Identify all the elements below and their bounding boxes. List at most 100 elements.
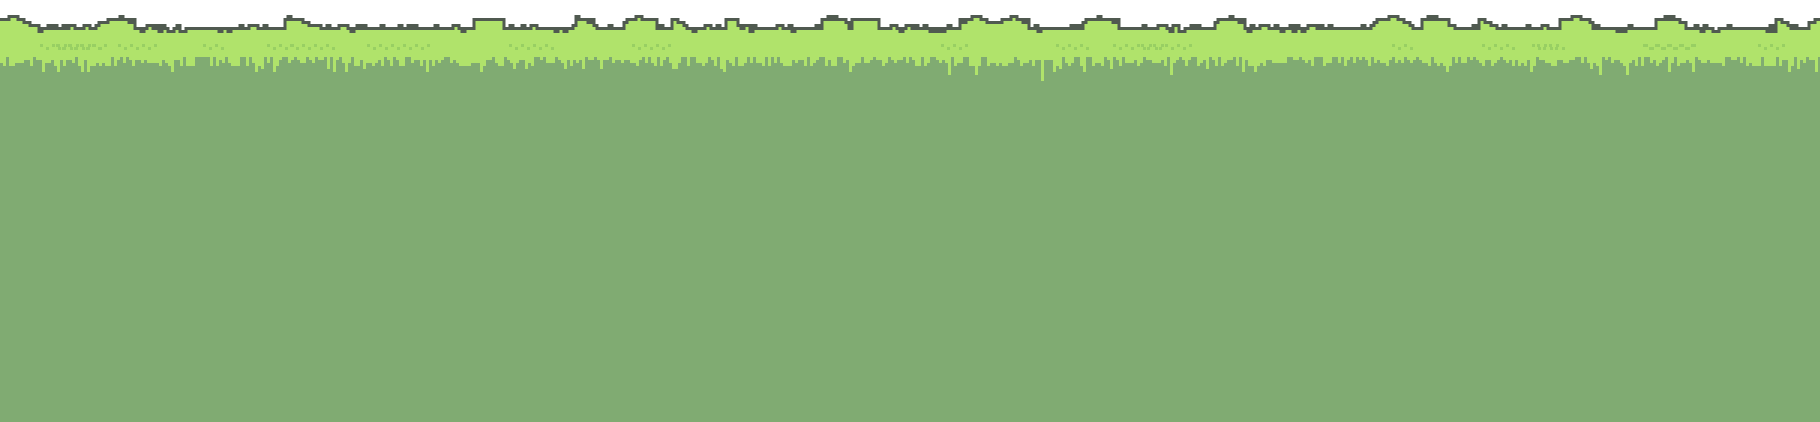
grass-speckle — [367, 44, 370, 47]
grass-speckle — [1776, 47, 1779, 50]
grass-speckle — [273, 47, 276, 50]
grass-speckle — [551, 47, 554, 50]
grass-speckle — [1693, 44, 1696, 47]
grass-speckle — [92, 44, 95, 47]
grass-speckle — [403, 44, 406, 47]
grass-speckle — [1651, 47, 1654, 50]
grass-speckle — [1675, 47, 1678, 50]
grass-speckle — [279, 44, 282, 47]
grass-speckle — [527, 47, 530, 50]
grass-speckle — [632, 44, 635, 47]
grass-speckle — [1392, 44, 1395, 47]
grass-speckle — [1125, 44, 1128, 47]
grass-speckle — [1657, 44, 1660, 47]
grass-speckle — [656, 44, 659, 47]
grass-speckle — [959, 47, 962, 50]
grass-speckle — [290, 44, 293, 47]
grass-speckle — [1119, 47, 1122, 50]
grass-speckle — [1758, 44, 1761, 47]
grass-speckle — [1165, 44, 1168, 47]
grass-speckle — [1189, 44, 1192, 47]
grass-speckle — [296, 47, 299, 50]
grass-speckle — [644, 44, 647, 47]
grass-speckle — [1669, 44, 1672, 47]
grass-speckle — [154, 44, 157, 47]
grass-speckle — [46, 47, 49, 50]
grass-speckle — [1679, 44, 1682, 47]
grass-speckle — [1537, 44, 1540, 47]
grass-speckle — [1131, 47, 1134, 50]
grass-speckle — [1410, 47, 1413, 50]
grass-speckle — [80, 44, 83, 47]
grass-speckle — [1068, 44, 1071, 47]
grass-speckle — [1643, 44, 1646, 47]
grass-speckle — [1398, 47, 1401, 50]
grass-speckle — [509, 44, 512, 47]
grass-speckle — [539, 47, 542, 50]
grass-speckle — [373, 47, 376, 50]
grass-speckle — [1532, 44, 1535, 47]
grass-speckle — [1143, 47, 1146, 50]
grass-speckle — [203, 44, 206, 47]
grass-speckle — [415, 44, 418, 47]
grass-speckle — [56, 44, 59, 47]
grass-speckle — [1691, 44, 1694, 47]
grass-speckle — [1556, 44, 1559, 47]
grass-speckle — [1062, 47, 1065, 50]
grass-outline — [0, 15, 1820, 33]
grass-speckle — [76, 44, 79, 47]
grass-speckle — [142, 44, 145, 47]
grass-speckle — [308, 47, 311, 50]
grass-speckle — [1555, 47, 1558, 50]
grass-speckle — [314, 44, 317, 47]
grass-speckle — [68, 44, 71, 47]
grass-speckle — [427, 44, 430, 47]
grass-speckle — [1645, 44, 1648, 47]
grass-speckle — [1155, 47, 1158, 50]
grass-speckle — [86, 47, 89, 50]
grass-speckle — [650, 47, 653, 50]
grass-speckle — [1667, 44, 1670, 47]
grass-speckle — [409, 47, 412, 50]
grass-speckle — [1663, 47, 1666, 50]
grass-speckle — [515, 47, 518, 50]
grass-speckle — [267, 44, 270, 47]
grass-speckle — [215, 44, 218, 47]
grass-speckle — [397, 47, 400, 50]
grass-speckle — [533, 44, 536, 47]
grass-speckle — [1681, 44, 1684, 47]
grass-speckle — [638, 47, 641, 50]
grass-speckle — [1770, 44, 1773, 47]
grass-speckle — [1685, 47, 1688, 50]
grass-speckle — [1137, 44, 1140, 47]
grass-speckle — [662, 47, 665, 50]
grass-speckle — [326, 44, 329, 47]
grass-speckle — [130, 44, 133, 47]
grass-speckle — [941, 44, 944, 47]
grass-speckle — [98, 47, 101, 50]
grass-speckle — [1764, 47, 1767, 50]
grass-speckle — [332, 47, 335, 50]
grass-speckle — [1512, 47, 1515, 50]
grass-speckle — [1549, 44, 1552, 47]
grass-speckle — [148, 47, 151, 50]
grass-speckle — [1113, 44, 1116, 47]
grass-speckle — [221, 47, 224, 50]
grass-speckle — [320, 47, 323, 50]
grass-speckle — [70, 47, 73, 50]
grass-speckle — [104, 44, 107, 47]
grass-speckle — [379, 44, 382, 47]
grass-speckle — [1687, 47, 1690, 50]
grass-speckle — [1661, 47, 1664, 50]
grass-speckle — [1543, 47, 1546, 50]
grass-speckle — [1494, 44, 1497, 47]
grass-speckle — [421, 47, 424, 50]
grass-speckle — [1171, 47, 1174, 50]
grass-speckle — [136, 47, 139, 50]
grass-speckle — [64, 44, 67, 47]
grass-speckle — [1161, 44, 1164, 47]
grass-speckle — [1159, 47, 1162, 50]
grass-speckle — [1673, 47, 1676, 50]
grass-speckle — [285, 47, 288, 50]
